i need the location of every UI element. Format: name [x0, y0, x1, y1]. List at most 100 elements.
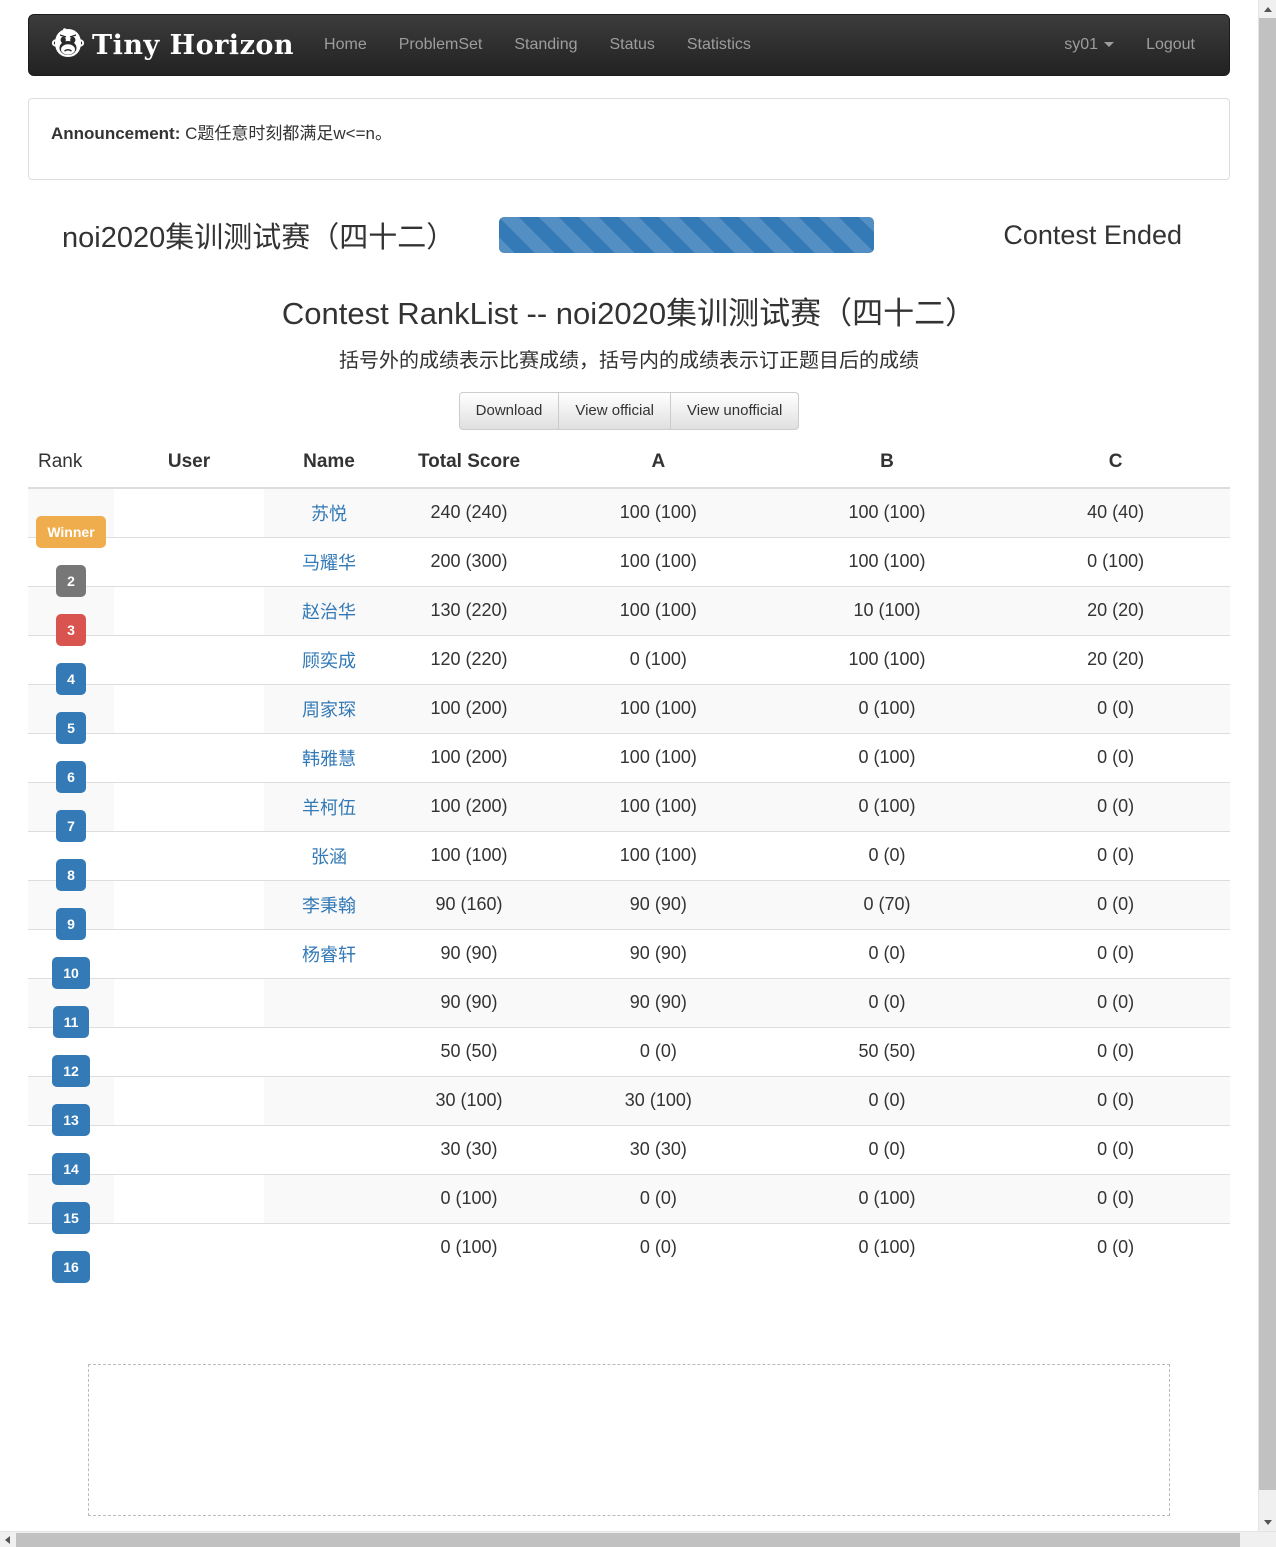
total-score-cell: 240 (240) — [394, 487, 544, 537]
user-cell[interactable] — [114, 879, 264, 929]
user-menu-toggle[interactable]: sy01 — [1048, 14, 1130, 76]
user-cell[interactable] — [114, 1173, 264, 1223]
column-header-rank[interactable]: Rank — [28, 451, 114, 489]
problem-c-score-cell: 0 (0) — [1001, 1026, 1230, 1076]
user-name-link[interactable]: 马耀华 — [302, 552, 356, 573]
user-cell[interactable] — [114, 487, 264, 537]
problem-a-score-cell: 30 (30) — [544, 1124, 773, 1174]
scroll-down-button[interactable] — [1259, 1513, 1276, 1531]
user-name-link[interactable]: 羊柯伍 — [302, 797, 356, 818]
horizontal-scrollbar[interactable] — [0, 1531, 1276, 1547]
column-header-problem-c[interactable]: C — [1001, 451, 1230, 489]
name-cell — [264, 1222, 394, 1272]
table-row: Winner 苏悦 240 (240) 100 (100) 100 (100) 40 (4… — [28, 487, 1230, 548]
user-name-link[interactable]: 韩雅慧 — [302, 748, 356, 769]
user-name-link[interactable]: 赵治华 — [302, 601, 356, 622]
user-cell[interactable] — [114, 732, 264, 782]
problem-a-score-cell: 100 (100) — [544, 487, 773, 537]
nav-item-statistics[interactable]: Statistics — [686, 36, 751, 53]
user-name-link[interactable]: 李秉翰 — [302, 895, 356, 916]
name-cell: 顾奕成 — [264, 634, 394, 684]
contest-progress-bar — [499, 217, 875, 253]
name-cell: 张涵 — [264, 830, 394, 880]
column-header-name[interactable]: Name — [264, 451, 394, 489]
nav-item-home[interactable]: Home — [324, 36, 367, 53]
problem-c-score-cell: 20 (20) — [1001, 585, 1230, 635]
problem-a-score-cell: 90 (90) — [544, 928, 773, 978]
view-unofficial-button[interactable]: View unofficial — [671, 392, 800, 430]
problem-b-score-cell: 0 (0) — [772, 977, 1002, 1027]
brand-logo[interactable]: Tiny Horizon — [33, 15, 308, 75]
page-content: Tiny Horizon Home ProblemSet Standing St… — [0, 14, 1258, 1531]
vertical-scrollbar[interactable] — [1258, 0, 1276, 1531]
problem-b-score-cell: 0 (100) — [772, 1222, 1002, 1272]
user-cell[interactable] — [114, 1026, 264, 1076]
column-header-total-score[interactable]: Total Score — [394, 451, 544, 489]
user-name-link[interactable]: 杨睿轩 — [302, 944, 356, 965]
table-row: 3 赵治华 130 (220) 100 (100) 10 (100) 20 (20) — [28, 585, 1230, 646]
nav-item-standing[interactable]: Standing — [514, 36, 578, 53]
name-cell: 韩雅慧 — [264, 732, 394, 782]
user-name-link[interactable]: 张涵 — [311, 846, 347, 867]
problem-a-score-cell: 100 (100) — [544, 683, 773, 733]
problem-b-score-cell: 10 (100) — [772, 585, 1002, 635]
column-header-user[interactable]: User — [114, 451, 264, 489]
vertical-scrollbar-thumb[interactable] — [1259, 18, 1276, 1490]
download-button[interactable]: Download — [458, 392, 560, 430]
user-cell[interactable] — [114, 585, 264, 635]
total-score-cell: 200 (300) — [394, 536, 544, 586]
user-cell[interactable] — [114, 683, 264, 733]
name-cell — [264, 1124, 394, 1174]
table-row: 12 50 (50) 0 (0) 50 (50) 0 (0) — [28, 1026, 1230, 1087]
table-row: 8 张涵 100 (100) 100 (100) 0 (0) 0 (0) — [28, 830, 1230, 891]
table-row: 6 韩雅慧 100 (200) 100 (100) 0 (100) 0 (0) — [28, 732, 1230, 793]
total-score-cell: 100 (200) — [394, 781, 544, 831]
rank-cell: 6 — [28, 732, 114, 793]
user-cell[interactable] — [114, 928, 264, 978]
column-header-problem-b[interactable]: B — [772, 451, 1002, 489]
view-official-button[interactable]: View official — [559, 392, 672, 430]
announcement-label: Announcement: — [51, 124, 181, 143]
logout-button[interactable]: Logout — [1146, 36, 1195, 53]
problem-a-score-cell: 0 (100) — [544, 634, 773, 684]
browser-viewport: Tiny Horizon Home ProblemSet Standing St… — [0, 14, 1258, 1531]
problem-b-score-cell: 0 (100) — [772, 683, 1002, 733]
rank-cell: 12 — [28, 1026, 114, 1087]
table-header-row: Rank User Name Total Score A B C — [28, 451, 1230, 489]
problem-a-score-cell: 100 (100) — [544, 585, 773, 635]
user-cell[interactable] — [114, 1075, 264, 1125]
user-cell[interactable] — [114, 977, 264, 1027]
problem-c-score-cell: 0 (0) — [1001, 977, 1230, 1027]
scroll-left-icon[interactable] — [5, 1536, 10, 1544]
total-score-cell: 0 (100) — [394, 1222, 544, 1272]
user-cell[interactable] — [114, 830, 264, 880]
horizontal-scrollbar-thumb[interactable] — [16, 1533, 1240, 1547]
contest-progress-track — [499, 217, 875, 253]
total-score-cell: 120 (220) — [394, 634, 544, 684]
table-head: Rank User Name Total Score A B C — [28, 451, 1230, 489]
user-cell[interactable] — [114, 1124, 264, 1174]
table-row: 9 李秉翰 90 (160) 90 (90) 0 (70) 0 (0) — [28, 879, 1230, 940]
column-header-problem-a[interactable]: A — [544, 451, 773, 489]
user-cell[interactable] — [114, 781, 264, 831]
user-name-link[interactable]: 顾奕成 — [302, 650, 356, 671]
problem-b-score-cell: 0 (70) — [772, 879, 1002, 929]
nav-item-status[interactable]: Status — [609, 36, 655, 53]
problem-a-score-cell: 90 (90) — [544, 879, 773, 929]
ranklist-table-wrapper: Rank User Name Total Score A B C Winner 苏… — [28, 451, 1230, 1283]
user-name-link[interactable]: 周家琛 — [302, 699, 356, 720]
name-cell: 周家琛 — [264, 683, 394, 733]
scroll-up-button[interactable] — [1259, 0, 1276, 18]
user-cell[interactable] — [114, 536, 264, 586]
user-name-link[interactable]: 苏悦 — [311, 503, 347, 524]
nav-item-problemset[interactable]: ProblemSet — [398, 36, 483, 53]
name-cell: 羊柯伍 — [264, 781, 394, 831]
problem-a-score-cell: 0 (0) — [544, 1222, 773, 1272]
table-row: 14 30 (30) 30 (30) 0 (0) 0 (0) — [28, 1124, 1230, 1185]
user-cell[interactable] — [114, 1222, 264, 1272]
table-row: 16 0 (100) 0 (0) 0 (100) 0 (0) — [28, 1222, 1230, 1283]
problem-c-score-cell: 0 (0) — [1001, 1173, 1230, 1223]
total-score-cell: 0 (100) — [394, 1173, 544, 1223]
user-cell[interactable] — [114, 634, 264, 684]
total-score-cell: 100 (100) — [394, 830, 544, 880]
